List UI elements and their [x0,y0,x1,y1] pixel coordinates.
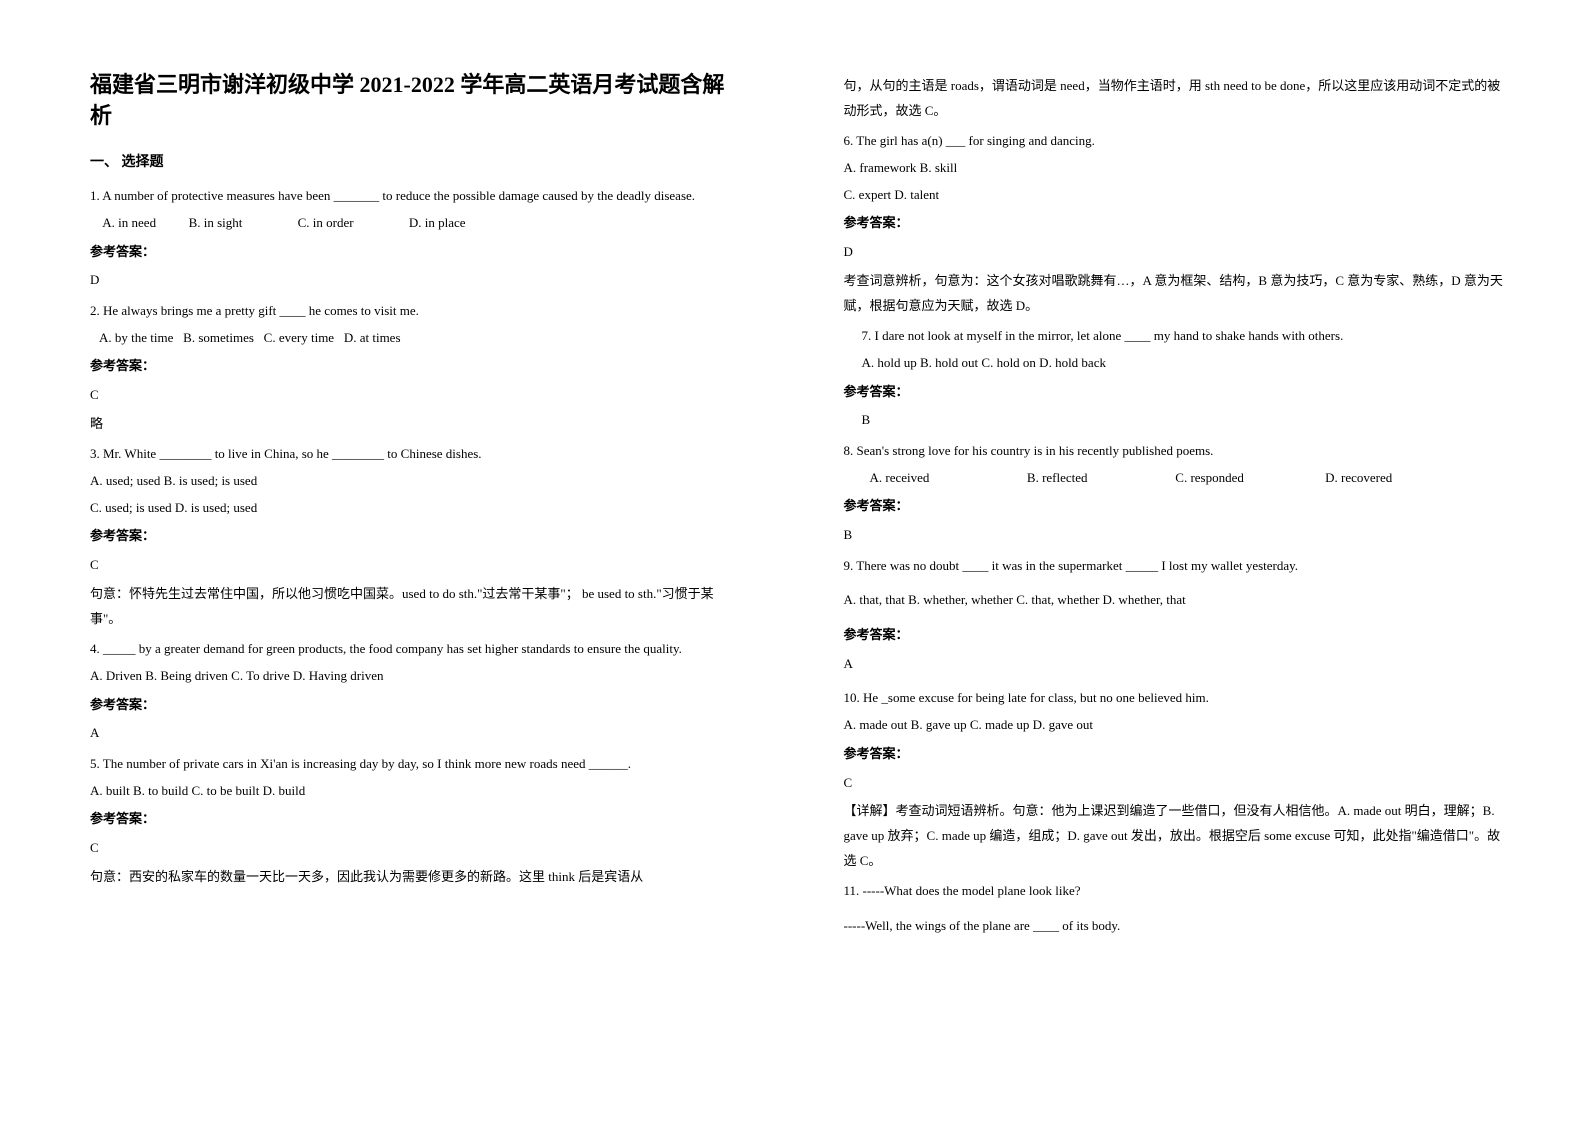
question-6-options-b: C. expert D. talent [844,183,1508,208]
answer-4: A [90,721,744,746]
explain-5: 句意：西安的私家车的数量一天比一天多，因此我认为需要修更多的新路。这里 thin… [90,865,744,890]
answer-1: D [90,268,744,293]
question-4-options: A. Driven B. Being driven C. To drive D.… [90,664,744,689]
answer-7: B [844,408,1508,433]
explain-6: 考查词意辨析，句意为：这个女孩对唱歌跳舞有…，A 意为框架、结构，B 意为技巧，… [844,269,1508,318]
question-2: 2. He always brings me a pretty gift ___… [90,299,744,324]
question-9: 9. There was no doubt ____ it was in the… [844,554,1508,579]
section-heading: 一、 选择题 [90,150,744,177]
answer-5: C [90,836,744,861]
answer-2: C [90,383,744,408]
explain-10: 【详解】考查动词短语辨析。句意：他为上课迟到编造了一些借口，但没有人相信他。A.… [844,799,1508,873]
answer-label: 参考答案： [90,354,744,379]
question-7: 7. I dare not look at myself in the mirr… [844,324,1508,349]
question-3-options-b: C. used; is used D. is used; used [90,496,744,521]
answer-label: 参考答案： [90,524,744,549]
question-7-options: A. hold up B. hold out C. hold on D. hol… [844,351,1508,376]
left-column: 福建省三明市谢洋初级中学 2021-2022 学年高二英语月考试题含解析 一、 … [0,0,794,1122]
question-3: 3. Mr. White ________ to live in China, … [90,442,744,467]
explain-2: 略 [90,412,744,437]
question-6: 6. The girl has a(n) ___ for singing and… [844,129,1508,154]
question-10: 10. He _some excuse for being late for c… [844,686,1508,711]
answer-10: C [844,771,1508,796]
answer-label: 参考答案： [844,211,1508,236]
explain-5-cont: 句，从句的主语是 roads，谓语动词是 need，当物作主语时，用 sth n… [844,74,1508,123]
question-9-options: A. that, that B. whether, whether C. tha… [844,588,1508,613]
answer-9: A [844,652,1508,677]
question-10-options: A. made out B. gave up C. made up D. gav… [844,713,1508,738]
answer-label: 参考答案： [844,742,1508,767]
question-11a: 11. -----What does the model plane look … [844,879,1508,904]
question-1: 1. A number of protective measures have … [90,184,744,209]
answer-6: D [844,240,1508,265]
answer-label: 参考答案： [844,380,1508,405]
answer-label: 参考答案： [90,807,744,832]
question-8-options: A. received B. reflected C. responded D.… [844,466,1508,491]
exam-title: 福建省三明市谢洋初级中学 2021-2022 学年高二英语月考试题含解析 [90,70,744,132]
question-5-options: A. built B. to build C. to be built D. b… [90,779,744,804]
question-3-options-a: A. used; used B. is used; is used [90,469,744,494]
question-8: 8. Sean's strong love for his country is… [844,439,1508,464]
question-6-options-a: A. framework B. skill [844,156,1508,181]
question-1-options: A. in need B. in sight C. in order D. in… [90,211,744,236]
answer-label: 参考答案： [844,623,1508,648]
page-container: 福建省三明市谢洋初级中学 2021-2022 学年高二英语月考试题含解析 一、 … [0,0,1587,1122]
answer-8: B [844,523,1508,548]
question-11b: -----Well, the wings of the plane are __… [844,914,1508,939]
answer-label: 参考答案： [90,693,744,718]
answer-3: C [90,553,744,578]
answer-label: 参考答案： [90,240,744,265]
question-5: 5. The number of private cars in Xi'an i… [90,752,744,777]
right-column: 句，从句的主语是 roads，谓语动词是 need，当物作主语时，用 sth n… [794,0,1587,1122]
question-2-options: A. by the time B. sometimes C. every tim… [90,326,744,351]
answer-label: 参考答案： [844,494,1508,519]
explain-3: 句意：怀特先生过去常住中国，所以他习惯吃中国菜。used to do sth."… [90,582,744,631]
question-4: 4. _____ by a greater demand for green p… [90,637,744,662]
